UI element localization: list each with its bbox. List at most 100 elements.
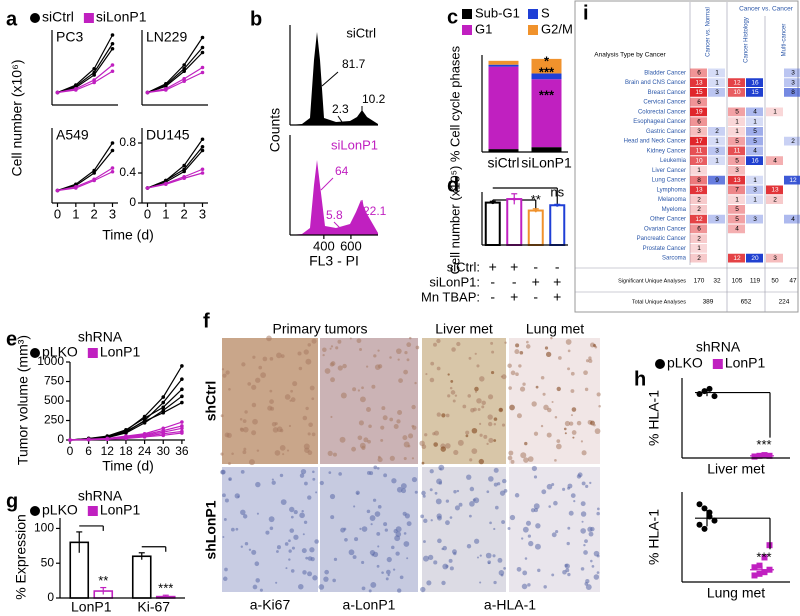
micrograph-cell (290, 397, 296, 403)
panel-letter: e (6, 328, 17, 350)
y-tick-label: 1000 (37, 354, 64, 368)
panel-letter: f (203, 310, 210, 332)
data-point (200, 171, 205, 175)
micrograph-cell (305, 358, 312, 365)
micrograph-cell (434, 491, 438, 495)
micrograph-cell (403, 456, 407, 461)
micrograph-cell (380, 425, 385, 430)
heat-cell (766, 195, 783, 204)
heat-cell (766, 185, 783, 195)
micrograph-cell (562, 487, 566, 491)
heat-cell-value: 4 (735, 226, 739, 233)
significance: ** (98, 573, 108, 588)
x-tick-label: 400 (313, 238, 335, 253)
stain-label: a-LonP1 (343, 597, 396, 613)
micrograph-cell (487, 394, 494, 400)
heat-cell (728, 88, 745, 97)
table-value: 32 (713, 278, 721, 285)
data-point (180, 426, 184, 431)
micrograph-cell (223, 518, 227, 521)
data-point (180, 420, 184, 424)
row-mark: - (490, 274, 495, 290)
micrograph-cell (551, 532, 557, 538)
micrograph-cell (473, 407, 477, 412)
row-label: Gastric Cancer (646, 129, 686, 135)
micrograph-cell (376, 467, 380, 470)
histogram-shape (290, 32, 378, 125)
micrograph-cell (386, 569, 391, 575)
heat-cell (746, 175, 763, 185)
heat-cell (728, 166, 745, 175)
micrograph-cell (352, 387, 357, 392)
micrograph-cell (479, 581, 482, 584)
micrograph-cell (594, 428, 601, 435)
micrograph-cell (307, 432, 311, 436)
peak-label: 81.7 (342, 57, 366, 71)
table-value: 170 (694, 278, 705, 285)
bar-segment (488, 149, 519, 152)
data-point (55, 188, 60, 193)
heat-cell (690, 244, 707, 253)
micrograph-cell (535, 523, 541, 529)
micrograph-cell (407, 444, 411, 448)
x-tick-label: LonP1 (71, 599, 112, 615)
micrograph-cell (550, 336, 553, 340)
table-value: 119 (750, 278, 761, 285)
data-point (182, 76, 186, 81)
micrograph-cell (537, 568, 541, 573)
heat-cell (690, 224, 707, 234)
micrograph-cell (452, 549, 457, 555)
row-label: Melanoma (658, 197, 687, 203)
micrograph-cell (304, 481, 308, 486)
heat-cell-value: 3 (753, 216, 757, 223)
legend-marker (30, 348, 40, 358)
panel-letter: b (250, 8, 262, 30)
micrograph-cell (540, 424, 544, 428)
micrograph-cell (399, 575, 404, 580)
micrograph-cell (522, 382, 526, 386)
data-point (164, 182, 168, 187)
x-tick-label: siLonP1 (521, 155, 572, 171)
bar-segment (531, 147, 562, 152)
x-tick-label: 0 (67, 444, 74, 458)
heat-cell (784, 78, 800, 87)
bar-segment (531, 73, 562, 80)
row-label: Mn TBAP: (421, 289, 480, 304)
micrograph-cell (377, 504, 382, 509)
micrograph-cell (348, 549, 355, 556)
x-tick-label: 24 (138, 444, 152, 458)
micrograph-cell (361, 560, 365, 565)
x-tick-label: 0 (144, 206, 151, 221)
row-label: siCtrl: (447, 259, 480, 274)
micrograph-cell (276, 352, 282, 359)
micrograph-cell (402, 435, 408, 441)
legend-label: pLKO (42, 502, 78, 518)
micrograph-cell (548, 505, 552, 508)
micrograph-cell (423, 518, 428, 524)
heat-cell-value: 3 (715, 148, 719, 155)
data-point (74, 186, 78, 190)
table-header: Analysis Type by Cancer (594, 52, 666, 59)
data-point (145, 186, 150, 190)
data-point (110, 69, 115, 74)
column-label: Primary tumors (273, 321, 368, 337)
micrograph-cell (503, 489, 508, 493)
micrograph-cell (433, 342, 437, 347)
heat-cell-value: 3 (697, 128, 701, 135)
peak-label: 2.3 (332, 102, 349, 116)
micrograph-cell (585, 584, 592, 591)
legend-title: shRNA (78, 329, 123, 345)
micrograph-cell (580, 501, 586, 507)
data-point (182, 169, 186, 174)
data-point (74, 88, 78, 92)
panel-letter: d (447, 174, 459, 196)
micrograph-cell (359, 348, 362, 351)
data-point (92, 78, 96, 82)
micrograph-cell (437, 538, 442, 544)
micrograph-cell (466, 474, 472, 480)
micrograph-cell (474, 390, 478, 393)
table-value: 652 (741, 299, 752, 306)
micrograph-cell (422, 540, 426, 544)
micrograph-cell (449, 516, 453, 519)
micrograph-cell (244, 541, 249, 546)
